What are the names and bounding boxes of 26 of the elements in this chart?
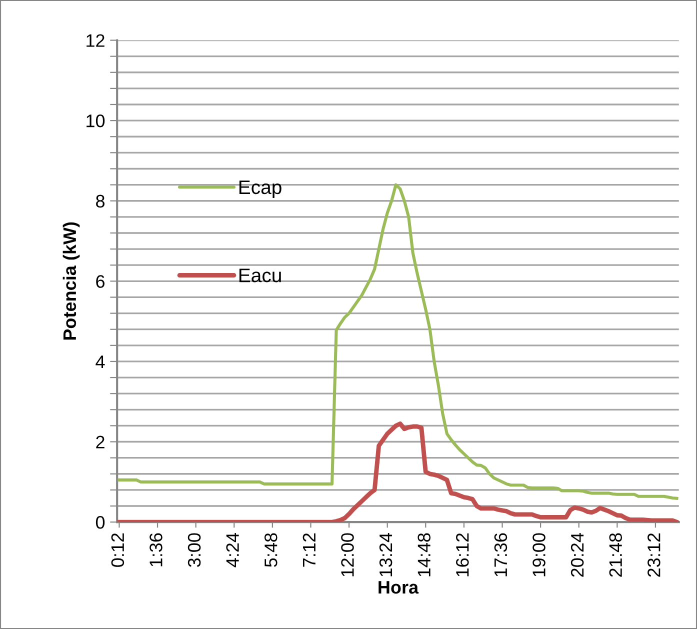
y-tick-label: 6	[96, 275, 104, 288]
x-tick-label: 5:48	[264, 533, 278, 567]
x-tick-label: 0:12	[111, 533, 124, 567]
x-tick-label: 23:12	[648, 533, 660, 577]
y-axis-title: Potencia (kW)	[62, 222, 80, 340]
x-tick-label: 14:48	[418, 533, 430, 576]
legend-label: Ecap	[239, 180, 282, 198]
x-tick-label: 17:36	[494, 533, 508, 576]
x-tick-label: 13:24	[379, 533, 392, 576]
y-tick-label: 10	[86, 114, 105, 128]
x-tick-label: 20:24	[570, 533, 584, 577]
y-tick-label: 12	[86, 34, 104, 47]
x-tick-label: 19:00	[532, 533, 546, 576]
y-tick-label: 2	[96, 436, 104, 448]
x-tick-label: 16:12	[456, 533, 469, 576]
x-tick-label: 12:00	[341, 533, 354, 576]
x-tick-label: 3:00	[188, 533, 201, 567]
x-tick-label: 4:24	[226, 533, 239, 568]
x-axis-title: Hora	[378, 581, 419, 594]
y-tick-label: 4	[96, 356, 105, 368]
x-tick-label: 1:36	[150, 533, 162, 566]
y-tick-label: 0	[96, 516, 105, 529]
y-tick-label: 8	[96, 194, 105, 208]
x-tick-label: 21:48	[609, 533, 622, 577]
x-tick-label: 7:12	[302, 533, 316, 567]
legend-label: Eacu	[239, 268, 281, 282]
